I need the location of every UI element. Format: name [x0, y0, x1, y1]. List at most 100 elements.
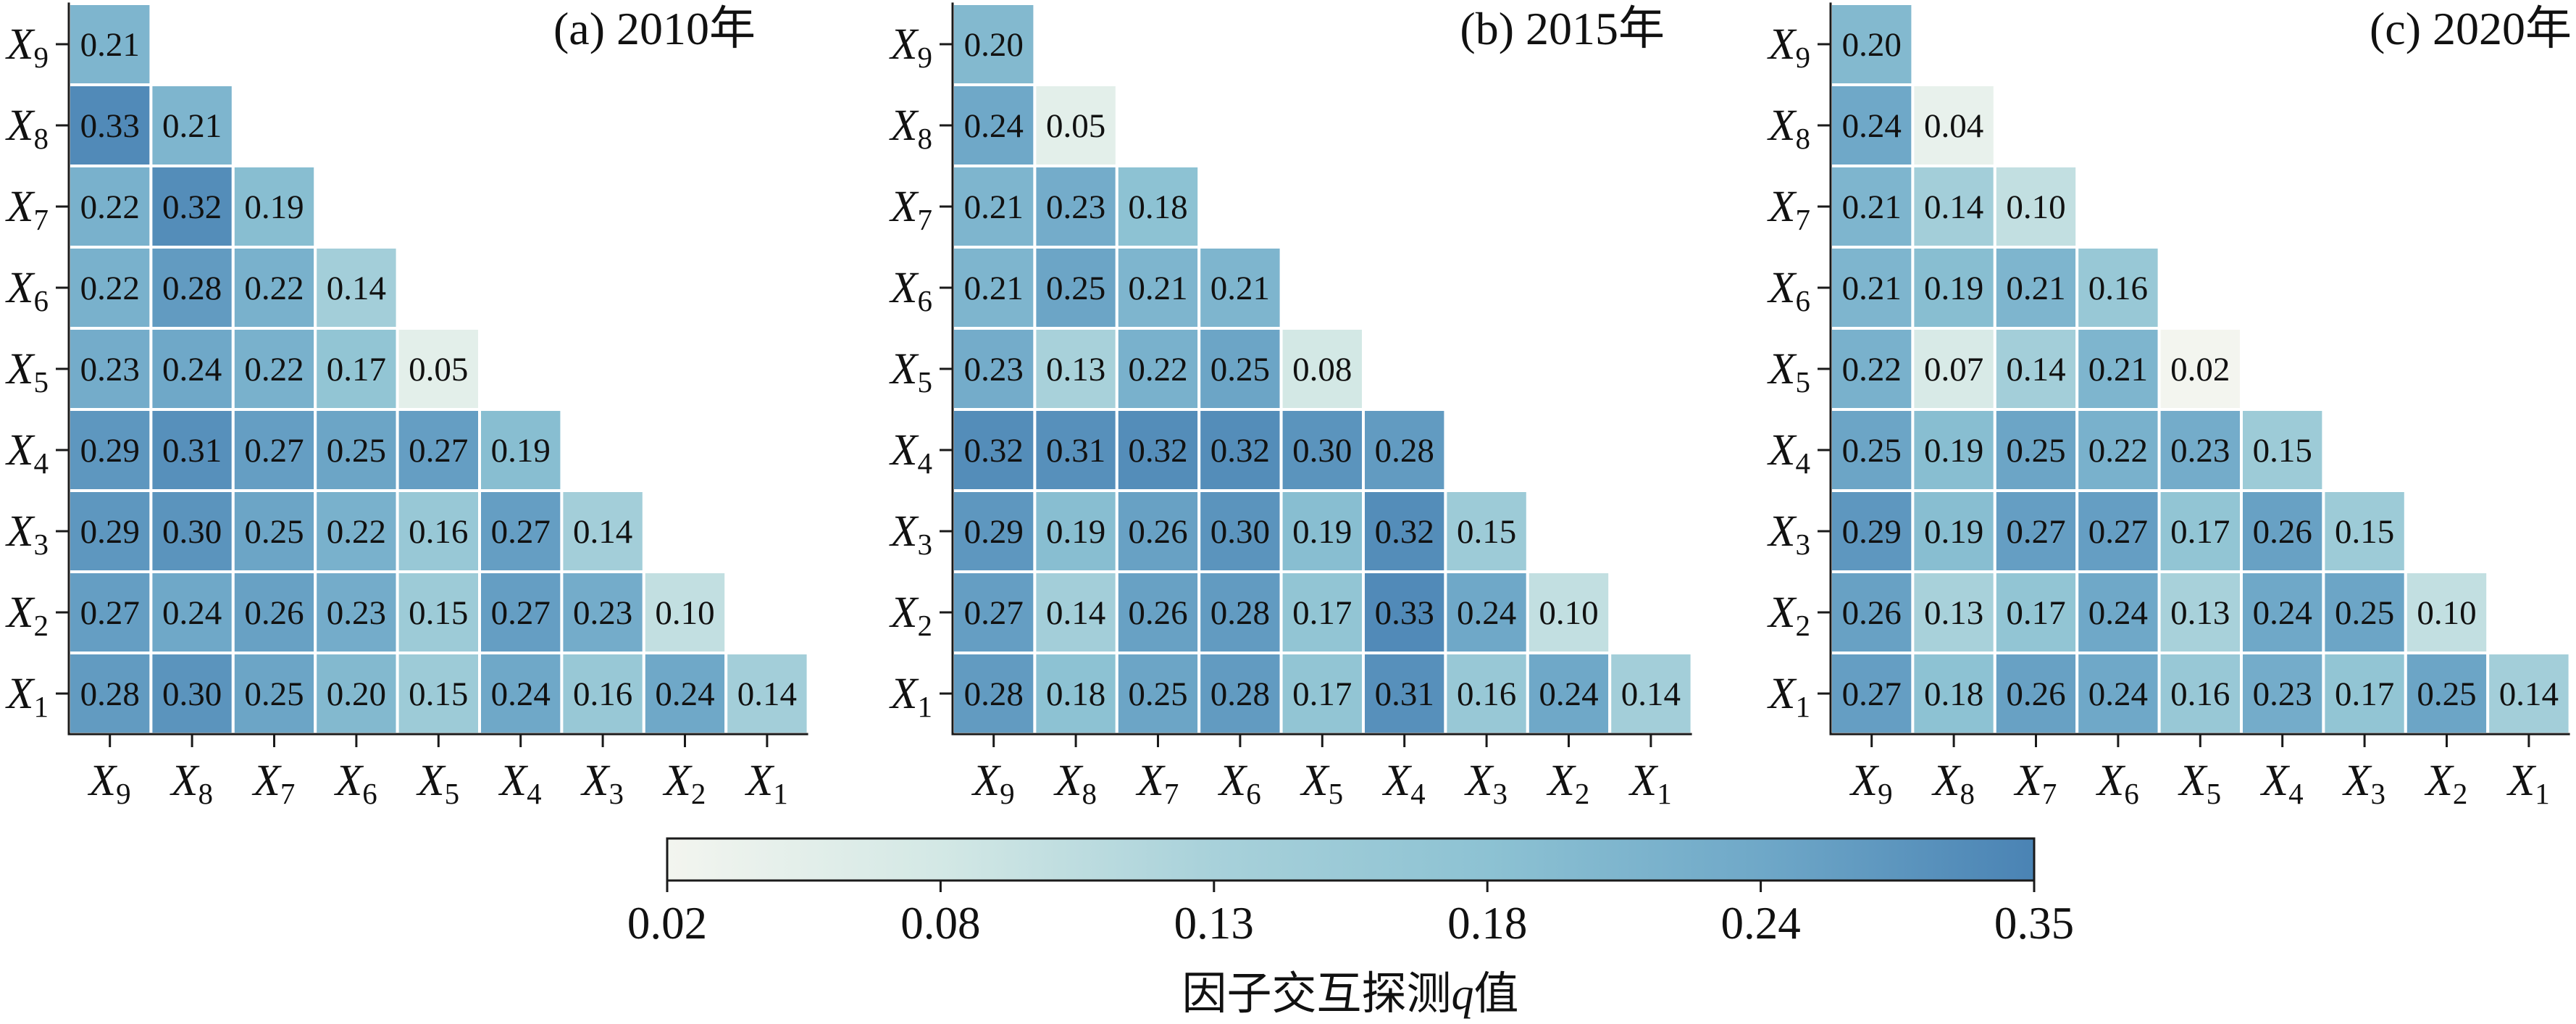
x-tick-label-subscript: 9 [1878, 777, 1893, 810]
cell-value-label: 0.05 [1046, 107, 1105, 145]
cell-value-label: 0.14 [327, 270, 386, 307]
cell-value-label: 0.29 [1842, 513, 1902, 551]
y-tick-label-variable: X [888, 101, 919, 150]
colorbar-label-prefix: 因子交互探测 [1182, 970, 1451, 1019]
heatmap-cell [951, 327, 1037, 411]
y-tick-label-variable: X [1766, 426, 1797, 475]
cell-value-label: 0.27 [491, 513, 551, 551]
heatmap-panels: 0.21 0.33 0.21 0.22 0.32 0.19 0.22 0.28 0.22 0.14… [4, 2, 2572, 810]
y-tick-label-variable: X [4, 507, 35, 556]
x-tick-label-subscript: 2 [1575, 777, 1590, 810]
heatmap-cell [642, 570, 728, 654]
cell-value-label: 0.20 [1842, 26, 1902, 64]
y-tick-label-subscript: 2 [918, 609, 933, 642]
cell-value-label: 0.04 [1924, 107, 1983, 145]
y-tick-label: X6 [1766, 264, 1810, 317]
y-tick-label: X8 [888, 101, 932, 155]
cell-value-label: 0.19 [1924, 270, 1983, 307]
y-tick-label-subscript: 6 [1796, 284, 1811, 317]
y-tick-label: X5 [1766, 345, 1810, 399]
y-tick-label-subscript: 2 [1796, 609, 1811, 642]
y-tick-label-subscript: 5 [34, 365, 49, 399]
x-tick-label: X6 [333, 757, 377, 810]
heatmap-cell [1829, 165, 1915, 249]
cell-value-label: 0.29 [964, 513, 1024, 551]
x-tick-label-variable: X [87, 757, 118, 805]
y-tick-label: X9 [1766, 20, 1810, 74]
cell-value-label: 0.21 [2006, 270, 2065, 307]
x-tick-label: X2 [662, 757, 706, 810]
heatmap-cell [478, 652, 564, 736]
x-tick-label: X7 [1135, 757, 1179, 810]
x-tick-label-variable: X [2013, 757, 2044, 805]
x-tick-label-subscript: 8 [198, 777, 213, 810]
x-tick-label-subscript: 1 [773, 777, 788, 810]
y-tick-label: X6 [4, 264, 49, 317]
cell-value-label: 0.25 [2335, 594, 2394, 632]
y-tick-label: X1 [1766, 670, 1810, 723]
x-tick-label-subscript: 5 [445, 777, 460, 810]
cell-value-label: 0.25 [1128, 675, 1187, 713]
heatmap-cell [314, 327, 399, 411]
y-tick-label-subscript: 6 [34, 284, 49, 317]
heatmap-panel-1: 0.21 0.33 0.21 0.22 0.32 0.19 0.22 0.28 0.22 0.14… [4, 2, 810, 810]
y-tick-label-variable: X [888, 183, 919, 231]
colorbar-tick-label: 0.08 [900, 898, 980, 949]
y-tick-label: X7 [1766, 183, 1810, 236]
cell-value-label: 0.21 [964, 188, 1024, 226]
cell-value-label: 0.17 [2170, 513, 2230, 551]
cell-value-label: 0.19 [491, 432, 551, 470]
cell-value-label: 0.26 [1842, 594, 1902, 632]
cell-value-label: 0.22 [80, 188, 140, 226]
x-tick-label: X3 [580, 757, 624, 810]
heatmap-cell [2240, 408, 2325, 492]
cell-value-label: 0.13 [1046, 351, 1105, 388]
y-tick-label-subscript: 5 [1796, 365, 1811, 399]
cell-value-label: 0.23 [1046, 188, 1105, 226]
cell-value-label: 0.27 [2088, 513, 2148, 551]
cell-value-label: 0.10 [2006, 188, 2065, 226]
y-tick-label: X4 [4, 426, 49, 480]
heatmap-cell [1526, 570, 1612, 654]
cell-value-label: 0.21 [162, 107, 222, 145]
colorbar: 0.02 0.08 0.13 0.18 0.24 0.35 因子交互探测q值 [627, 837, 2074, 1019]
cell-value-label: 0.14 [1046, 594, 1105, 632]
cell-value-label: 0.19 [1924, 513, 1983, 551]
cell-value-label: 0.20 [964, 26, 1024, 64]
y-tick-label-subscript: 3 [34, 528, 49, 561]
heatmap-cell [2322, 489, 2407, 573]
heatmap-cell [67, 652, 153, 736]
panel-title: (b) 2015年 [1460, 3, 1665, 54]
y-tick-label-subscript: 4 [34, 446, 49, 480]
cell-value-label: 0.28 [964, 675, 1024, 713]
y-tick-label: X2 [4, 588, 49, 642]
panel-title: (c) 2020年 [2370, 3, 2572, 54]
cell-value-label: 0.26 [1128, 513, 1187, 551]
cell-value-label: 0.10 [2417, 594, 2476, 632]
colorbar-label: 因子交互探测q值 [1182, 970, 1518, 1019]
cell-value-label: 0.19 [1292, 513, 1352, 551]
heatmap-cell [2404, 570, 2490, 654]
y-tick-label-subscript: 1 [918, 690, 933, 723]
heatmap-cell [2075, 570, 2161, 654]
x-tick-label-variable: X [1053, 757, 1084, 805]
cell-value-label: 0.05 [409, 351, 468, 388]
x-tick-label-subscript: 1 [1657, 777, 1672, 810]
cell-value-label: 0.26 [1128, 594, 1187, 632]
heatmap-cell [1115, 570, 1201, 654]
x-tick-label-subscript: 3 [2370, 777, 2385, 810]
x-tick-label-variable: X [415, 757, 446, 805]
cell-value-label: 0.28 [80, 675, 140, 713]
heatmap-cell [951, 246, 1037, 330]
colorbar-tick-label: 0.02 [627, 898, 707, 949]
heatmap-cell [67, 489, 153, 573]
colorbar-label-variable: q [1452, 970, 1474, 1019]
cell-value-label: 0.19 [244, 188, 304, 226]
x-tick-label-subscript: 6 [2124, 777, 2139, 810]
x-tick-label-subscript: 6 [1246, 777, 1261, 810]
y-tick-label-subscript: 5 [918, 365, 933, 399]
cell-value-label: 0.17 [1292, 594, 1352, 632]
cell-value-label: 0.27 [2006, 513, 2065, 551]
cell-value-label: 0.26 [2253, 513, 2312, 551]
